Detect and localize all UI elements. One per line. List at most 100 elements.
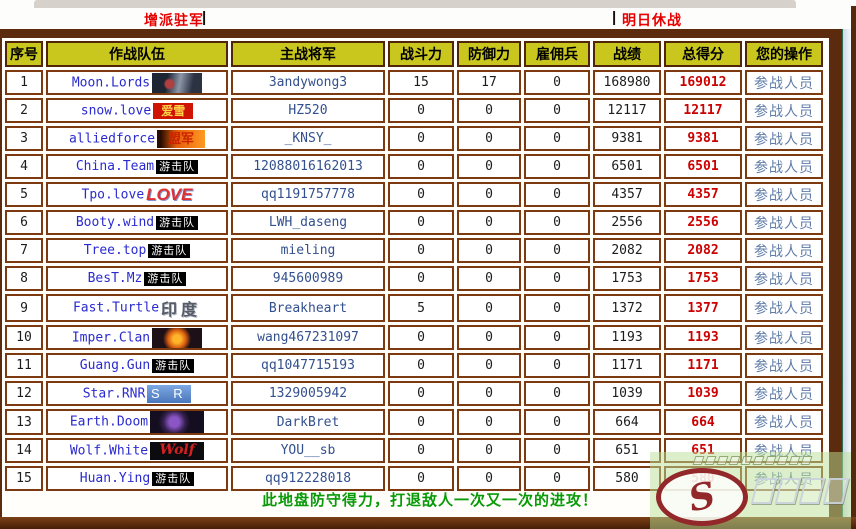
general-name: LWH_daseng	[268, 215, 348, 230]
column-header: 您的操作	[745, 41, 823, 67]
join-list-link[interactable]: 参战人员	[754, 385, 814, 402]
action-cell: 参战人员	[745, 210, 823, 235]
join-list-link[interactable]: 参战人员	[754, 242, 814, 259]
defense-cell: 0	[457, 294, 521, 322]
general-cell: YOU__sb	[231, 438, 385, 463]
defense-cell: 0	[457, 266, 521, 291]
join-list-link[interactable]: 参战人员	[754, 74, 814, 91]
record-cell: 1171	[593, 353, 661, 378]
defense-cell: 17	[457, 70, 521, 95]
score-cell: 1039	[664, 381, 742, 406]
mercenary-cell: 0	[524, 70, 590, 95]
join-list-link[interactable]: 参战人员	[754, 300, 814, 316]
table-row: 2 snow.love 爱雪 HZ520 0 0 0 12117 12117 参战人员	[5, 98, 823, 123]
team-name-link[interactable]: Star.RNR	[82, 386, 146, 401]
team-badge-icon	[152, 327, 203, 348]
team-name-link[interactable]: China.Team	[75, 159, 155, 174]
attack-cell: 5	[388, 294, 454, 322]
action-cell: 参战人员	[745, 353, 823, 378]
team-name-link[interactable]: Huan.Ying	[79, 471, 151, 486]
mercenary-cell: 0	[524, 238, 590, 263]
team-name-link[interactable]: snow.love	[80, 103, 152, 118]
record-cell: 1193	[593, 325, 661, 350]
team-name-link[interactable]: BesT.Mz	[87, 271, 143, 286]
defense-cell: 0	[457, 438, 521, 463]
record-cell: 6501	[593, 154, 661, 179]
table-row: 8 BesT.Mz 游击队 945600989 0 0 0 1753 1753 参战人员	[5, 266, 823, 291]
join-list-link[interactable]: 参战人员	[754, 214, 814, 231]
mercenary-cell: 0	[524, 438, 590, 463]
record-cell: 664	[593, 409, 661, 435]
join-list-link[interactable]: 参战人员	[754, 329, 814, 346]
defense-cell: 0	[457, 210, 521, 235]
team-cell: Tree.top 游击队	[46, 238, 228, 263]
join-list-link[interactable]: 参战人员	[754, 102, 814, 119]
team-name-link[interactable]: Tpo.love	[81, 187, 145, 202]
mercenary-cell: 0	[524, 182, 590, 207]
team-cell: snow.love 爱雪	[46, 98, 228, 123]
team-cell: Guang.Gun 游击队	[46, 353, 228, 378]
general-name: DarkBret	[276, 414, 340, 430]
rank-cell: 5	[5, 182, 43, 207]
join-list-link[interactable]: 参战人员	[754, 130, 814, 147]
record-cell: 1039	[593, 381, 661, 406]
team-name-link[interactable]: alliedforce	[68, 131, 156, 146]
action-cell: 参战人员	[745, 409, 823, 435]
team-name-link[interactable]: Fast.Turtle	[72, 300, 160, 316]
team-cell: Imper.Clan	[46, 325, 228, 350]
team-badge-icon: 盟军	[157, 129, 206, 148]
frame-bottom-bar	[0, 517, 856, 529]
column-header: 主战将军	[231, 41, 385, 67]
action-cell: 参战人员	[745, 294, 823, 322]
team-name-link[interactable]: Guang.Gun	[79, 358, 151, 373]
column-header: 序号	[5, 41, 43, 67]
action-cell: 参战人员	[745, 238, 823, 263]
join-list-link[interactable]: 参战人员	[754, 158, 814, 175]
rank-cell: 9	[5, 294, 43, 322]
defense-cell: 0	[457, 325, 521, 350]
rank-cell: 13	[5, 409, 43, 435]
scrollbar-track[interactable]	[842, 29, 851, 517]
truce-link[interactable]: 明日休战	[622, 12, 682, 28]
defense-cell: 0	[457, 238, 521, 263]
team-name-link[interactable]: Earth.Doom	[69, 414, 149, 430]
mercenary-cell: 0	[524, 154, 590, 179]
team-badge-icon: 游击队	[156, 215, 199, 230]
record-cell: 168980	[593, 70, 661, 95]
team-name-link[interactable]: Moon.Lords	[71, 75, 151, 90]
team-cell: alliedforce 盟军	[46, 126, 228, 151]
rank-cell: 12	[5, 381, 43, 406]
attack-cell: 0	[388, 353, 454, 378]
join-list-link[interactable]: 参战人员	[754, 186, 814, 203]
record-cell: 9381	[593, 126, 661, 151]
general-cell: qq1047715193	[231, 353, 385, 378]
join-list-link[interactable]: 参战人员	[754, 414, 814, 430]
general-name: 945600989	[272, 271, 344, 286]
attack-cell: 0	[388, 466, 454, 491]
record-cell: 1753	[593, 266, 661, 291]
general-cell: 1329005942	[231, 381, 385, 406]
general-name: _KNSY_	[284, 131, 332, 146]
team-name-link[interactable]: Wolf.White	[69, 443, 149, 458]
join-list-link[interactable]: 参战人员	[754, 270, 814, 287]
column-header: 战绩	[593, 41, 661, 67]
team-badge-icon: 游击队	[148, 243, 191, 258]
leaderboard-panel: 序号 作战队伍 主战将军 战斗力 防御力 雇佣兵 战绩 总得分 您的操作 1 Moon.Lords…	[2, 38, 829, 517]
attack-cell: 0	[388, 438, 454, 463]
team-name-link[interactable]: Tree.top	[83, 243, 147, 258]
join-list-link[interactable]: 参战人员	[754, 357, 814, 374]
garrison-link[interactable]: 增派驻军	[144, 12, 204, 28]
general-cell: 3andywong3	[231, 70, 385, 95]
rank-cell: 4	[5, 154, 43, 179]
team-cell: Moon.Lords	[46, 70, 228, 95]
action-cell: 参战人员	[745, 98, 823, 123]
team-name-link[interactable]: Imper.Clan	[71, 330, 151, 345]
team-name-link[interactable]: Booty.wind	[75, 215, 155, 230]
attack-cell: 0	[388, 210, 454, 235]
team-badge-icon: LOVE	[146, 184, 193, 204]
team-badge-icon	[150, 411, 205, 433]
team-badge-icon	[152, 72, 203, 93]
attack-cell: 0	[388, 154, 454, 179]
attack-cell: 0	[388, 381, 454, 406]
